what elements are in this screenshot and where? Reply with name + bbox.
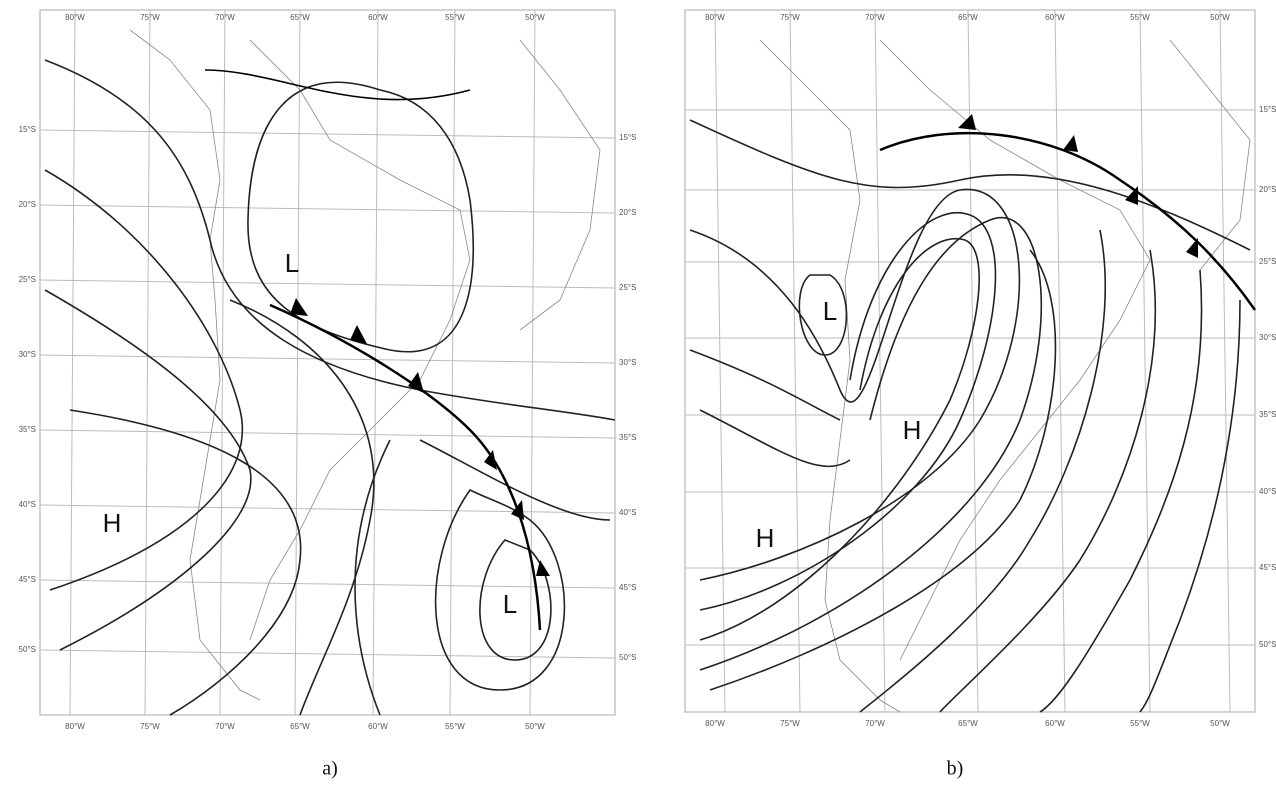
panel-caption: b) (947, 758, 964, 780)
latitude-label: 15°S (1259, 105, 1276, 114)
latitude-label: 25°S (19, 275, 36, 284)
longitude-label: 65°W (958, 13, 978, 22)
latitude-label: 45°S (619, 583, 636, 592)
longitude-label: 55°W (1130, 719, 1150, 728)
meridian (373, 10, 378, 715)
latitude-label: 20°S (619, 208, 636, 217)
meridian (145, 10, 150, 715)
longitude-label: 50°W (1210, 719, 1230, 728)
high-center: H (756, 523, 775, 553)
longitude-label: 80°W (65, 13, 85, 22)
longitude-label: 75°W (140, 722, 160, 731)
longitude-label: 65°W (290, 722, 310, 731)
meridian (790, 10, 800, 712)
cold-front (880, 133, 1255, 310)
latitude-label: 40°S (19, 500, 36, 509)
longitude-label: 70°W (865, 13, 885, 22)
latitude-label: 25°S (1259, 257, 1276, 266)
longitude-label: 70°W (215, 722, 235, 731)
longitude-label: 80°W (65, 722, 85, 731)
longitude-label: 75°W (780, 719, 800, 728)
latitude-label: 20°S (19, 200, 36, 209)
longitude-label: 75°W (140, 13, 160, 22)
high-center: H (103, 508, 122, 538)
parallel (40, 280, 615, 288)
parallel (40, 505, 615, 513)
meridian (875, 10, 885, 712)
meridian (70, 10, 75, 715)
latitude-label: 35°S (1259, 410, 1276, 419)
latitude-label: 30°S (19, 350, 36, 359)
latitude-label: 50°S (1259, 640, 1276, 649)
longitude-label: 55°W (445, 13, 465, 22)
meridian (530, 10, 535, 715)
longitude-label: 60°W (1045, 13, 1065, 22)
longitude-label: 75°W (780, 13, 800, 22)
high-center: H (903, 415, 922, 445)
longitude-label: 65°W (958, 719, 978, 728)
meridian (295, 10, 300, 715)
longitude-label: 60°W (368, 722, 388, 731)
parallel (40, 355, 615, 363)
latitude-label: 15°S (619, 133, 636, 142)
latitude-label: 35°S (19, 425, 36, 434)
low-center: L (823, 296, 837, 326)
page: {"panels": [ {"caption": "a)", "lon_labe… (0, 0, 1276, 787)
isobars (690, 120, 1250, 712)
latitude-label: 30°S (1259, 333, 1276, 342)
parallel (40, 205, 615, 213)
latitude-label: 40°S (1259, 487, 1276, 496)
cold-front (205, 70, 470, 100)
coastline (130, 30, 600, 700)
meridian (1140, 10, 1150, 712)
latitude-label: 15°S (19, 125, 36, 134)
meridian (450, 10, 455, 715)
longitude-label: 50°W (1210, 13, 1230, 22)
panel-caption: a) (322, 758, 338, 780)
latitude-label: 20°S (1259, 185, 1276, 194)
longitude-label: 70°W (215, 13, 235, 22)
latitude-label: 50°S (19, 645, 36, 654)
latitude-label: 30°S (619, 358, 636, 367)
latitude-label: 45°S (19, 575, 36, 584)
figure: 80°W 80°W 75°W 75°W 70°W 70°W 65°W 65°W 60°W 60°W… (0, 0, 1276, 787)
longitude-label: 80°W (705, 13, 725, 22)
latitude-label: 35°S (619, 433, 636, 442)
low-center: L (503, 589, 517, 619)
longitude-label: 65°W (290, 13, 310, 22)
longitude-label: 60°W (368, 13, 388, 22)
latitude-label: 45°S (1259, 563, 1276, 572)
graticule: 80°W 80°W 75°W 75°W 70°W 70°W 65°W 65°W 60°W 60°W… (19, 10, 1276, 731)
cold-front (270, 305, 540, 630)
longitude-label: 55°W (445, 722, 465, 731)
low-center: L (285, 248, 299, 278)
meridian (968, 10, 978, 712)
longitude-label: 50°W (525, 722, 545, 731)
longitude-label: 50°W (525, 13, 545, 22)
longitude-label: 70°W (865, 719, 885, 728)
meridian (1220, 10, 1230, 712)
latitude-label: 40°S (619, 508, 636, 517)
latitude-label: 25°S (619, 283, 636, 292)
parallel (40, 430, 615, 438)
latitude-label: 50°S (619, 653, 636, 662)
parallel (40, 580, 615, 588)
longitude-label: 60°W (1045, 719, 1065, 728)
isobars (45, 60, 615, 715)
parallel (40, 130, 615, 138)
longitude-label: 55°W (1130, 13, 1150, 22)
meridian (1055, 10, 1065, 712)
longitude-label: 80°W (705, 719, 725, 728)
